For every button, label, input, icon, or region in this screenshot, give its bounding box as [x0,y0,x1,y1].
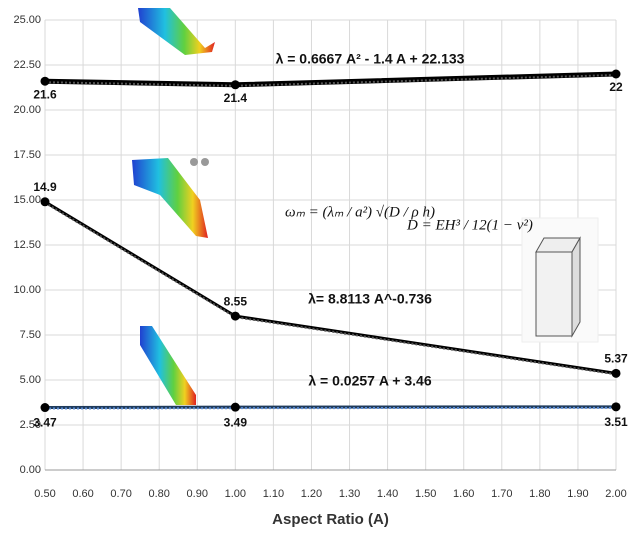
y-tick-label: 15.00 [13,194,41,206]
x-tick-label: 1.20 [301,488,322,500]
data-point [40,76,50,86]
annotation: λ = 0.6667 A² - 1.4 A + 22.133 [276,51,465,67]
data-label: 8.55 [224,294,248,308]
data-label: 3.49 [224,415,248,429]
icon [190,158,198,166]
plate-sketch [535,251,573,337]
y-tick-label: 5.00 [20,374,41,386]
series-dotted [44,406,617,410]
x-tick-label: 1.60 [453,488,474,500]
data-point [611,368,621,378]
x-tick-label: 1.80 [529,488,550,500]
data-point [230,80,240,90]
data-point [230,402,240,412]
y-tick-label: 22.50 [13,59,41,71]
mode-image-2 [132,158,208,238]
x-axis-title: Aspect Ratio (A) [272,511,389,528]
x-tick-label: 1.50 [415,488,436,500]
data-point [40,197,50,207]
x-tick-label: 1.90 [567,488,588,500]
y-tick-label: 12.50 [13,239,41,251]
data-label: 21.4 [224,91,248,105]
x-tick-label: 0.80 [148,488,169,500]
data-point [230,311,240,321]
y-tick-label: 2.50 [20,419,41,431]
icon [201,158,209,166]
series-dotted [44,74,617,87]
x-tick-label: 1.00 [225,488,246,500]
x-tick-label: 1.70 [491,488,512,500]
fea-images [132,8,599,405]
y-tick-label: 10.00 [13,284,41,296]
annotation: λ= 8.8113 A^-0.736 [308,291,432,307]
x-tick-label: 0.60 [72,488,93,500]
data-label: 21.6 [33,87,57,101]
annotation: ωₘ = (λₘ / a²) √(D / ρ h) [285,204,435,220]
x-tick-label: 1.10 [263,488,284,500]
x-tick-label: 2.00 [605,488,626,500]
data-label: 5.37 [604,352,628,366]
y-tick-label: 20.00 [13,104,41,116]
x-tick-label: 0.70 [110,488,131,500]
y-tick-label: 17.50 [13,149,41,161]
x-tick-label: 1.30 [339,488,360,500]
mode-image-3 [140,326,196,405]
data-point [611,69,621,79]
data-label: 22 [609,80,623,94]
x-tick-label: 0.90 [187,488,208,500]
data-label: 14.9 [33,180,57,194]
x-tick-label: 0.50 [34,488,55,500]
y-tick-label: 0.00 [20,464,41,476]
y-tick-label: 7.50 [20,329,41,341]
data-label: 3.51 [604,415,628,429]
data-label: 3.47 [33,416,57,430]
annotation: λ = 0.0257 A + 3.46 [308,373,431,389]
annotation: D = EH³ / 12(1 − ν²) [406,217,533,233]
mode-image-1 [138,8,215,55]
data-point [40,403,50,413]
y-tick-label: 25.00 [13,14,41,26]
plate-sketch [571,236,581,338]
x-tick-label: 1.40 [377,488,398,500]
data-point [611,402,621,412]
